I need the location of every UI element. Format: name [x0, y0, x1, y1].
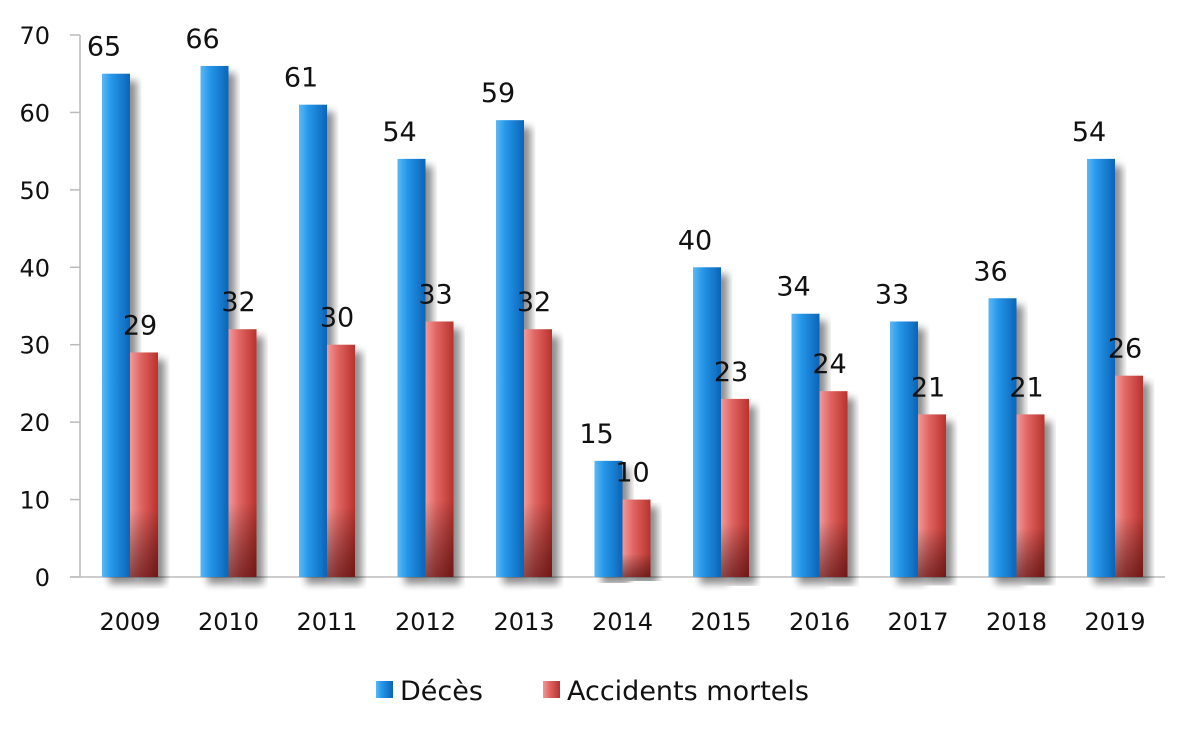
- data-label-accidents-mortels: 23: [714, 357, 748, 388]
- data-label-deces: 65: [87, 32, 121, 63]
- bar-deces: [693, 267, 721, 577]
- bar-deces: [200, 65, 229, 577]
- bar-accidents-mortels-shade: [1115, 375, 1143, 577]
- axes: 0 10 20 30 40 50 60 70 2009 2010 2011 2012 2013 2014 2…: [19, 22, 1165, 636]
- bar-deces: [594, 460, 623, 577]
- x-tick-label: 2013: [493, 608, 554, 636]
- bar-accidents-mortels-shade: [425, 321, 454, 577]
- x-tick-label: 2009: [99, 608, 160, 636]
- x-tick-label: 2019: [1084, 608, 1145, 636]
- bar-deces: [1087, 158, 1115, 577]
- bar-accidents-mortels-shade: [1016, 414, 1045, 577]
- bar-accidents-mortels-shade: [327, 344, 355, 577]
- x-tick-label: 2014: [592, 608, 653, 636]
- data-label-accidents-mortels: 32: [517, 287, 551, 318]
- bar-deces: [496, 120, 524, 578]
- bar-accidents-mortels-shade: [228, 329, 257, 577]
- bars: [102, 65, 1143, 578]
- data-label-deces: 34: [776, 272, 810, 303]
- data-label-accidents-mortels: 26: [1108, 334, 1142, 365]
- data-label-accidents-mortels: 33: [418, 279, 452, 310]
- data-label-accidents-mortels: 29: [123, 310, 157, 341]
- legend: Décès Accidents mortels: [376, 676, 809, 707]
- legend-label-deces: Décès: [400, 676, 483, 707]
- x-tick-label: 2017: [887, 608, 948, 636]
- y-tick-label: 20: [19, 409, 50, 437]
- x-tick-label: 2015: [690, 608, 751, 636]
- data-label-deces: 66: [185, 24, 219, 55]
- data-label-accidents-mortels: 21: [1009, 372, 1043, 403]
- y-tick-label: 40: [19, 254, 50, 282]
- data-label-deces: 54: [1072, 117, 1106, 148]
- x-tick-label: 2010: [198, 608, 259, 636]
- data-label-accidents-mortels: 30: [320, 303, 354, 334]
- data-label-deces: 54: [382, 117, 416, 148]
- legend-swatch-deces: [376, 681, 393, 698]
- bar-accidents-mortels-shade: [524, 329, 552, 577]
- y-tick-label: 30: [19, 332, 50, 360]
- bar-deces: [397, 158, 426, 577]
- data-label-deces: 59: [481, 78, 515, 109]
- bar-accidents-mortels-shade: [918, 414, 946, 577]
- x-tick-label: 2012: [395, 608, 456, 636]
- y-tick-label: 60: [19, 99, 50, 127]
- data-label-deces: 15: [579, 419, 613, 450]
- data-label-deces: 61: [284, 63, 318, 94]
- y-tick-label: 70: [19, 22, 50, 50]
- bar-accidents-mortels-shade: [130, 352, 158, 577]
- y-tick-label: 0: [35, 564, 50, 592]
- data-label-deces: 33: [875, 279, 909, 310]
- x-tick-label: 2018: [986, 608, 1047, 636]
- data-label-accidents-mortels: 32: [221, 287, 255, 318]
- bar-accidents-mortels-shade: [622, 499, 651, 577]
- bar-deces: [791, 313, 820, 577]
- data-label-accidents-mortels: 21: [911, 372, 945, 403]
- bar-deces: [102, 73, 130, 577]
- data-label-deces: 36: [973, 256, 1007, 287]
- y-tick-label: 10: [19, 487, 50, 515]
- bar-accidents-mortels-shade: [721, 398, 749, 577]
- legend-label-accidents-mortels: Accidents mortels: [567, 676, 809, 707]
- y-tick-label: 50: [19, 177, 50, 205]
- bar-accidents-mortels-shade: [819, 391, 848, 577]
- data-label-deces: 40: [678, 225, 712, 256]
- bar-deces: [299, 104, 327, 577]
- bar-deces: [988, 298, 1017, 577]
- legend-swatch-accidents-mortels: [543, 681, 560, 698]
- x-tick-label: 2011: [296, 608, 357, 636]
- bar-deces: [890, 321, 918, 577]
- x-tick-label: 2016: [789, 608, 850, 636]
- data-label-accidents-mortels: 24: [812, 349, 846, 380]
- data-label-accidents-mortels: 10: [615, 458, 649, 489]
